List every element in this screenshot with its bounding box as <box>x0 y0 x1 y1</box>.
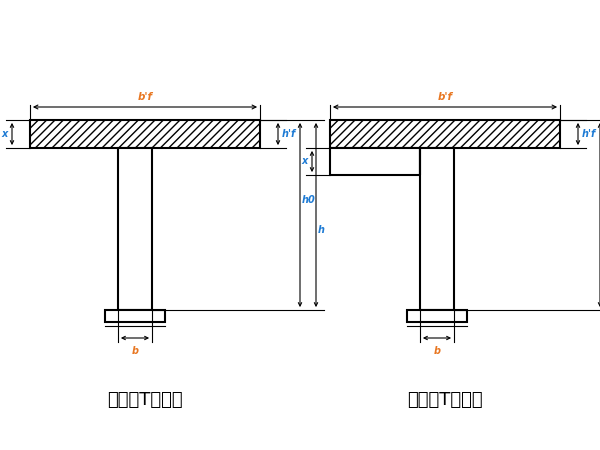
Bar <box>407 310 467 322</box>
Bar <box>30 120 260 148</box>
Text: h'f: h'f <box>582 129 596 139</box>
Text: h'f: h'f <box>282 129 296 139</box>
Text: h0: h0 <box>302 195 316 205</box>
Text: b: b <box>131 346 139 356</box>
Text: 第一类T形截面: 第一类T形截面 <box>107 391 183 409</box>
Text: h: h <box>318 225 325 235</box>
Text: x: x <box>302 157 308 166</box>
Text: b'f: b'f <box>137 92 152 102</box>
Text: b'f: b'f <box>437 92 452 102</box>
Text: x: x <box>2 129 8 139</box>
Bar <box>105 310 165 322</box>
Bar <box>330 148 420 175</box>
Text: 第二类T形截面: 第二类T形截面 <box>407 391 483 409</box>
Text: b: b <box>433 346 440 356</box>
Bar <box>330 120 560 148</box>
Bar <box>118 148 152 310</box>
Bar <box>420 148 454 310</box>
